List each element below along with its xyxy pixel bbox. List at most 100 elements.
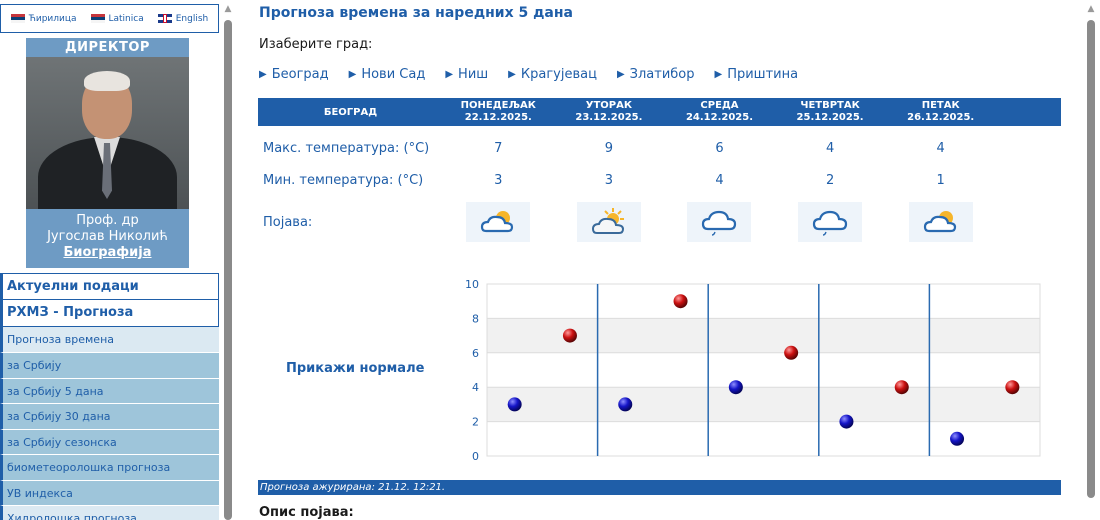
y-tick-label: 6	[472, 347, 479, 360]
city-link-nis[interactable]: ▶ Ниш	[445, 67, 489, 82]
triangle-right-icon: ▶	[348, 69, 357, 80]
cloud-drizzle-icon	[687, 202, 752, 242]
max-temp-value: 9	[604, 141, 614, 156]
header-day: УТОРАК 23.12.2025.	[575, 100, 643, 123]
chart-frame	[486, 283, 1041, 457]
forecast-updated-bar: Прогноза ажурирана: 21.12. 12:21.	[258, 480, 1061, 495]
temperature-chart-svg: 0 2 4 6 8 10	[465, 278, 1041, 463]
lang-cyrillic[interactable]: Ћирилица	[10, 13, 77, 24]
serbia-flag-icon	[10, 14, 25, 23]
menu-item-biometeo[interactable]: биометеоролошка прогноза	[0, 455, 219, 481]
city-link-pristina[interactable]: ▶ Приштина	[714, 67, 799, 82]
menu-item-serbia-5-days[interactable]: за Србију 5 дана	[0, 378, 219, 404]
sidebar-scrollbar[interactable]: ▲	[221, 0, 235, 520]
min-temp-point	[618, 397, 633, 412]
y-tick-label: 0	[472, 450, 479, 463]
sidebar-menu: Актуелни подаци РХМЗ - Прогноза Прогноза…	[0, 273, 219, 520]
sun-behind-clouds-icon	[576, 202, 641, 242]
page-scrollbar[interactable]: ▲	[1084, 0, 1098, 520]
min-temp-point	[507, 397, 522, 412]
show-normals-link[interactable]: Прикажи нормале	[286, 361, 425, 376]
menu-item-serbia[interactable]: за Србију	[0, 353, 219, 379]
triangle-right-icon: ▶	[445, 69, 454, 80]
max-temp-value: 7	[494, 141, 503, 156]
menu-item-serbia-30-days[interactable]: за Србију 30 дана	[0, 404, 219, 430]
menu-item-serbia-seasonal[interactable]: за Србију сезонска	[0, 429, 219, 455]
sidebar: Ћирилица Latinica English ДИРЕКТОР Проф.…	[0, 0, 219, 520]
menu-current-data[interactable]: Актуелни подаци	[0, 273, 219, 300]
min-temp-value: 4	[715, 173, 724, 188]
temperature-chart: 0 2 4 6 8 10	[447, 272, 1067, 467]
lang-english[interactable]: English	[157, 13, 209, 24]
director-name-line2: Југослав Николић	[47, 229, 168, 244]
max-temp-value: 6	[715, 141, 724, 156]
lang-latin[interactable]: Latinica	[90, 13, 144, 24]
y-tick-label: 2	[472, 416, 479, 429]
min-temp-point	[839, 414, 854, 429]
min-temp-value: 1	[936, 173, 945, 188]
y-tick-label: 8	[472, 312, 479, 325]
partly-cloudy-icon	[908, 202, 973, 242]
min-temp-value: 3	[494, 173, 503, 188]
cloud-drizzle-icon	[798, 202, 863, 242]
menu-forecast[interactable]: РХМЗ - Прогноза	[0, 300, 219, 327]
sidebar-scroll-thumb[interactable]	[224, 20, 232, 520]
max-temp-point	[562, 328, 577, 343]
max-temp-point	[1005, 380, 1020, 395]
city-link-kragujevac[interactable]: ▶ Крагујевац	[508, 67, 597, 82]
director-name-line1: Проф. др	[76, 213, 139, 228]
min-temp-point	[950, 431, 965, 446]
lang-english-label: English	[175, 13, 209, 24]
menu-item-uv-index[interactable]: УВ индекса	[0, 480, 219, 506]
menu-weather-forecast[interactable]: Прогноза времена	[0, 327, 219, 353]
director-name: Проф. др Југослав Николић Биографија	[26, 213, 189, 261]
page-title: Прогноза времена за наредних 5 дана	[259, 5, 574, 21]
director-biography-link[interactable]: Биографија	[63, 245, 152, 260]
max-temp-row: Макс. температура: (°C) 7 9 6 4 4	[258, 141, 996, 156]
triangle-right-icon: ▶	[616, 69, 625, 80]
min-temp-value: 2	[825, 173, 835, 188]
phenomenon-label: Појава:	[263, 214, 313, 230]
triangle-right-icon: ▶	[259, 69, 267, 80]
forecast-table: БЕОГРАД ПОНЕДЕЉАК 22.12.2025. УТОРАК 23.12…	[258, 98, 1061, 242]
description-title: Опис појава:	[259, 505, 354, 520]
director-panel: ДИРЕКТОР Проф. др Југослав Николић Биогр…	[26, 38, 189, 268]
director-photo	[26, 57, 189, 209]
menu-item-hydro[interactable]: Хидролошка прогноза	[0, 506, 219, 520]
min-temp-point	[728, 380, 743, 395]
header-day: ПОНЕДЕЉАК 22.12.2025.	[460, 100, 536, 123]
director-title: ДИРЕКТОР	[65, 40, 150, 55]
triangle-right-icon: ▶	[714, 69, 723, 80]
header-day: СРЕДА 24.12.2025.	[685, 100, 754, 123]
y-tick-label: 4	[472, 381, 479, 394]
choose-city-label: Изаберите град:	[259, 37, 373, 52]
city-link-belgrade[interactable]: ▶ Београд	[259, 67, 329, 82]
max-temp-point	[784, 345, 799, 360]
max-temp-label: Макс. температура: (°C)	[263, 141, 430, 156]
min-temp-label: Мин. температура: (°C)	[263, 173, 424, 188]
max-temp-point	[894, 380, 909, 395]
max-temp-point	[673, 294, 688, 309]
forecast-updated-text: Прогноза ажурирана: 21.12. 12:21.	[260, 482, 446, 493]
header-day: ПЕТАК 26.12.2025.	[907, 100, 975, 123]
page-scroll-thumb[interactable]	[1087, 20, 1095, 498]
chart-band	[487, 318, 1040, 353]
max-temp-value: 4	[936, 141, 945, 156]
serbia-flag-icon	[90, 14, 105, 23]
main-content: Прогноза времена за наредних 5 дана Изаб…	[258, 0, 1063, 520]
min-temp-row: Мин. температура: (°C) 3 3 4 2 1	[258, 173, 996, 188]
language-bar: Ћирилица Latinica English	[0, 4, 219, 33]
city-link-zlatibor[interactable]: ▶ Златибор	[616, 67, 695, 82]
header-day: ЧЕТВРТАК 25.12.2025.	[796, 100, 864, 123]
header-city: БЕОГРАД	[323, 106, 378, 118]
phenomenon-row: Појава:	[258, 202, 996, 242]
partly-cloudy-icon	[466, 202, 531, 242]
scroll-up-arrow-icon[interactable]: ▲	[1087, 4, 1095, 14]
city-link-novi-sad[interactable]: ▶ Нови Сад	[348, 67, 426, 82]
chart-band	[487, 387, 1040, 422]
max-temp-value: 4	[825, 141, 835, 156]
scroll-up-arrow-icon[interactable]: ▲	[224, 4, 232, 14]
lang-cyrillic-label: Ћирилица	[28, 13, 77, 24]
y-tick-label: 10	[465, 278, 479, 291]
lang-latin-label: Latinica	[108, 13, 144, 24]
